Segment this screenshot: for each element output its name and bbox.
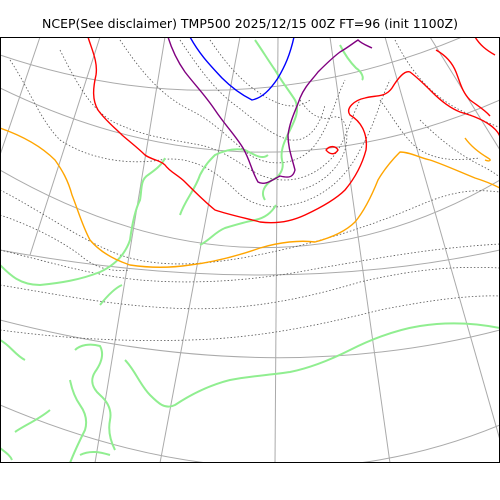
meridian-lines: [0, 37, 500, 463]
isotherm-purple: [167, 37, 373, 185]
meridian-line: [274, 37, 279, 463]
map-panel: [0, 37, 500, 463]
isotherm-dotted: [0, 295, 500, 341]
isotherm-red: [474, 37, 496, 56]
latitude-line: [0, 249, 500, 276]
isotherm-orange: [464, 137, 491, 162]
coastline: [0, 339, 26, 361]
isotherm-dotted: [0, 214, 131, 271]
coastline: [99, 284, 123, 306]
latitude-line: [0, 37, 464, 91]
isotherm-dotted: [179, 39, 326, 141]
meridian-line: [159, 37, 241, 463]
isotherm-dotted: [394, 39, 500, 129]
red-isotherms: [87, 37, 500, 224]
coastline: [79, 451, 111, 456]
latitude-lines: [0, 37, 500, 463]
isotherm-dotted: [9, 59, 391, 208]
meridian-line: [329, 37, 391, 463]
coastline: [339, 44, 364, 81]
isotherm-dotted: [299, 99, 348, 191]
coastline: [69, 379, 88, 463]
latitude-line: [0, 404, 500, 463]
coastline: [199, 204, 277, 246]
latitude-line: [0, 319, 500, 359]
isotherm-dotted: [379, 99, 481, 160]
latitude-line: [0, 87, 500, 153]
coastline: [124, 322, 500, 408]
coastline: [14, 409, 51, 433]
isotherm-dotted: [419, 119, 500, 179]
isotherm-dotted: [0, 266, 500, 310]
coastline: [179, 148, 269, 216]
isotherm-red: [87, 37, 500, 224]
isotherm-red: [325, 145, 339, 155]
isotherm-dotted: [0, 243, 500, 283]
isotherm-dotted: [209, 39, 311, 107]
isotherm-red: [435, 49, 491, 117]
latitude-line: [0, 169, 500, 248]
coastline: [0, 157, 166, 286]
meridian-line: [384, 37, 500, 441]
meridian-line: [29, 37, 101, 256]
isotherm-dotted: [119, 39, 346, 164]
map-svg: [0, 37, 500, 463]
meridian-line: [94, 37, 166, 463]
isotherm-dotted: [0, 189, 500, 265]
isotherm-blue: [189, 37, 295, 101]
dotted-isotherms: [0, 39, 500, 341]
meridian-line: [0, 37, 41, 156]
coastlines: [0, 39, 500, 463]
map-title: NCEP(See disclaimer) TMP500 2025/12/15 0…: [41, 16, 458, 31]
coastline: [74, 343, 116, 451]
coastline: [0, 447, 13, 461]
orange-isotherms: [0, 127, 500, 268]
isotherm-orange: [0, 127, 500, 268]
